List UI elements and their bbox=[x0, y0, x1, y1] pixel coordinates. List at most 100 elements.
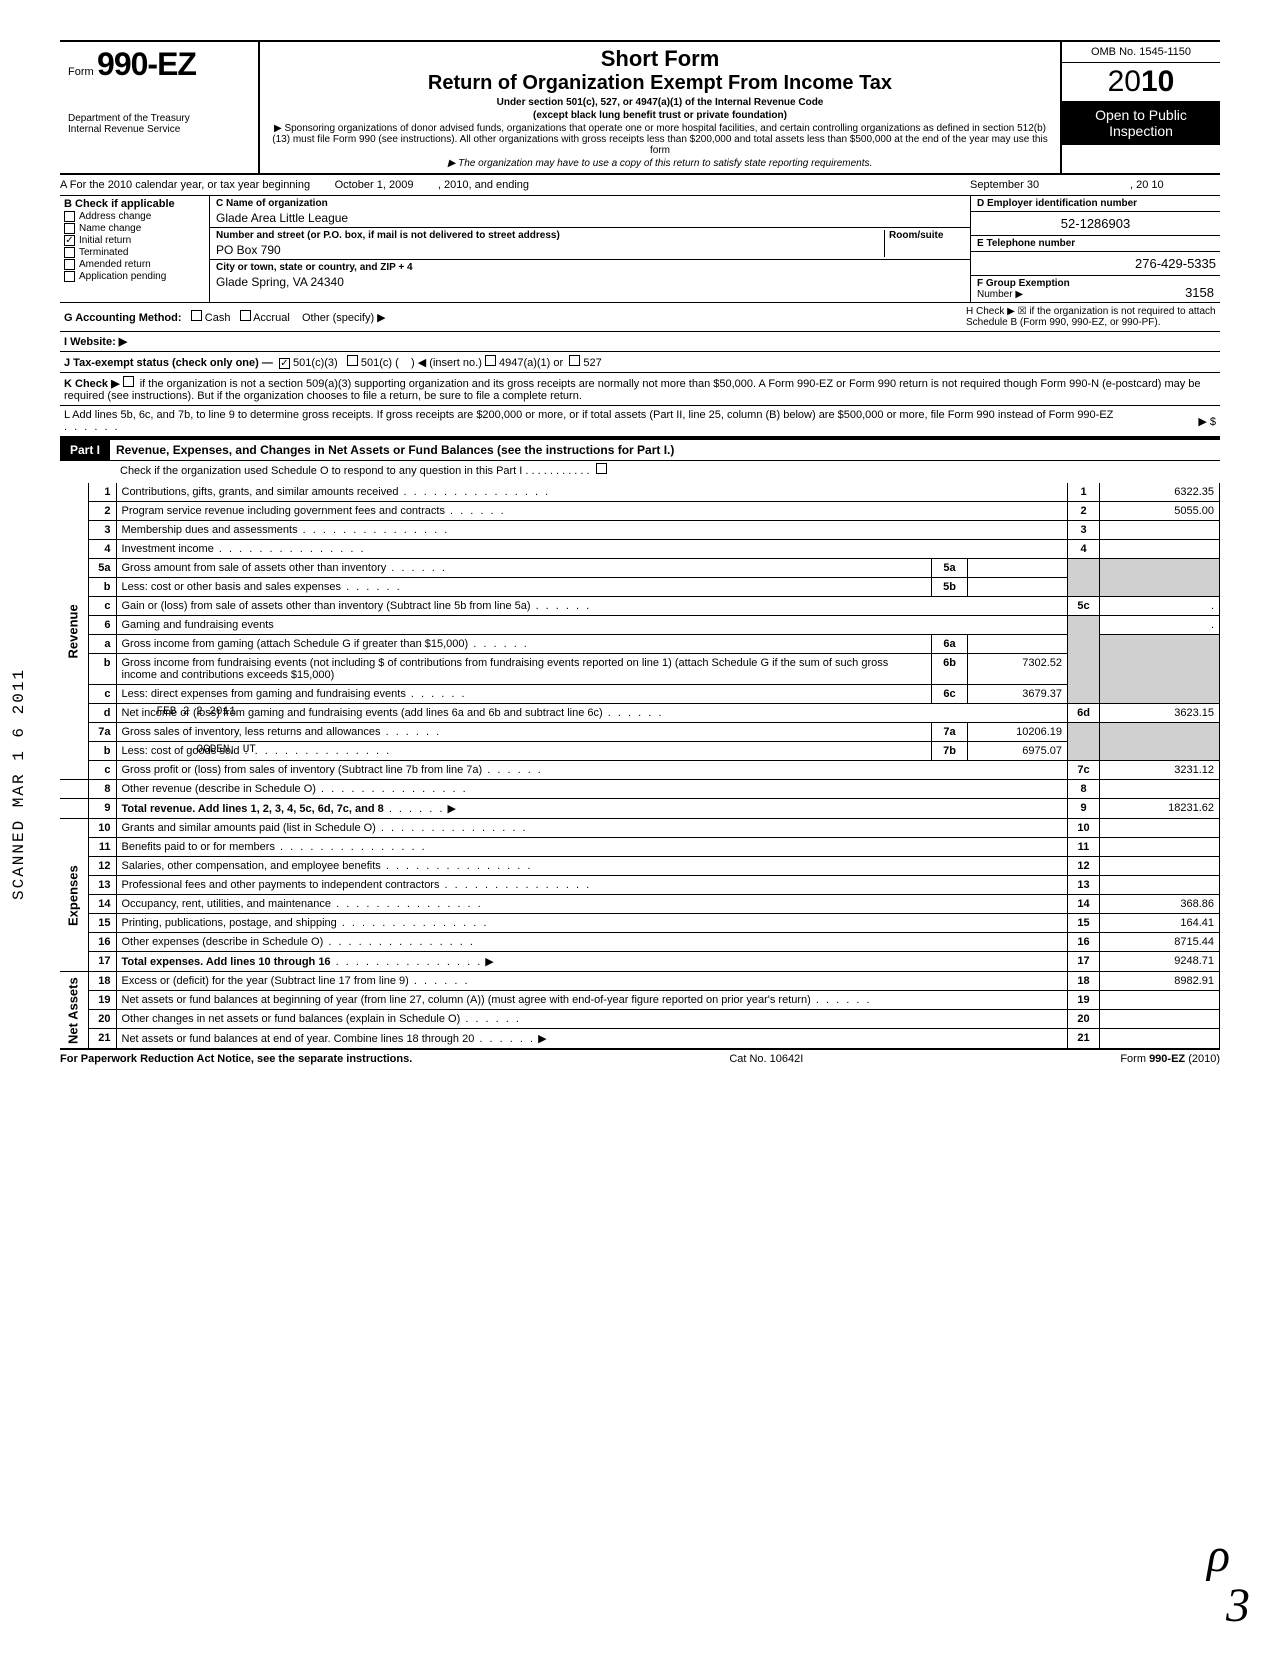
val-line4 bbox=[1100, 540, 1220, 559]
room-label: Room/suite bbox=[889, 230, 964, 241]
part1-header: Part I Revenue, Expenses, and Changes in… bbox=[60, 438, 1220, 461]
ein-value: 52-1286903 bbox=[971, 212, 1220, 236]
chk-amended[interactable] bbox=[64, 259, 75, 270]
val-line5a bbox=[968, 559, 1068, 578]
chk-501c[interactable] bbox=[347, 355, 358, 366]
org-city: Glade Spring, VA 24340 bbox=[216, 275, 964, 289]
chk-schedule-o[interactable] bbox=[596, 463, 607, 474]
chk-4947[interactable] bbox=[485, 355, 496, 366]
dept-treasury: Department of the Treasury bbox=[68, 113, 250, 124]
scanned-stamp: SCANNED MAR 1 6 2011 bbox=[10, 668, 28, 900]
header-note1: ▶ Sponsoring organizations of donor advi… bbox=[272, 123, 1048, 156]
val-line3 bbox=[1100, 521, 1220, 540]
val-line15: 164.41 bbox=[1100, 914, 1220, 933]
chk-name-change[interactable] bbox=[64, 223, 75, 234]
val-line21 bbox=[1100, 1029, 1220, 1049]
val-line7a: 10206.19 bbox=[968, 723, 1068, 742]
form-header: Form 990-EZ Department of the Treasury I… bbox=[60, 40, 1220, 175]
page-footer: For Paperwork Reduction Act Notice, see … bbox=[60, 1049, 1220, 1065]
form-prefix: Form bbox=[68, 66, 94, 78]
sidelabel-expenses: Expenses bbox=[60, 819, 88, 972]
hand-initial: ρ bbox=[1207, 1528, 1230, 1583]
year-end-year: , 20 10 bbox=[1130, 179, 1164, 191]
val-line14: 368.86 bbox=[1100, 895, 1220, 914]
row-l: L Add lines 5b, 6c, and 7b, to line 9 to… bbox=[60, 406, 1220, 438]
row-i-website: I Website: ▶ bbox=[60, 332, 1220, 352]
part1-table: Revenue 1 Contributions, gifts, grants, … bbox=[60, 483, 1220, 1049]
val-line7c: 3231.12 bbox=[1100, 761, 1220, 780]
open-to-public: Open to Public Inspection bbox=[1062, 101, 1220, 145]
col-c-org-info: C Name of organization Glade Area Little… bbox=[210, 196, 970, 302]
val-line2: 5055.00 bbox=[1100, 502, 1220, 521]
val-line18: 8982.91 bbox=[1100, 972, 1220, 991]
val-line9: 18231.62 bbox=[1100, 799, 1220, 819]
subtitle-except: (except black lung benefit trust or priv… bbox=[272, 110, 1048, 121]
val-line1: 6322.35 bbox=[1100, 483, 1220, 502]
group-exempt-label: F Group Exemption bbox=[977, 278, 1070, 289]
section-bcd: B Check if applicable Address change Nam… bbox=[60, 196, 1220, 303]
header-note2: ▶ The organization may have to use a cop… bbox=[272, 158, 1048, 169]
chk-527[interactable] bbox=[569, 355, 580, 366]
ein-label: D Employer identification number bbox=[971, 196, 1220, 212]
val-line11 bbox=[1100, 838, 1220, 857]
form-number: 990-EZ bbox=[97, 46, 196, 82]
val-line6b: 7302.52 bbox=[968, 654, 1068, 685]
form-right-block: OMB No. 1545-1150 2010 Open to Public In… bbox=[1060, 42, 1220, 173]
form-id-block: Form 990-EZ Department of the Treasury I… bbox=[60, 42, 260, 173]
val-line5b bbox=[968, 578, 1068, 597]
chk-cash[interactable] bbox=[191, 310, 202, 321]
part1-title: Revenue, Expenses, and Changes in Net As… bbox=[110, 440, 1220, 460]
group-exempt-value: 3158 bbox=[1185, 285, 1214, 300]
phone-label: E Telephone number bbox=[971, 236, 1220, 252]
org-name-label: C Name of organization bbox=[216, 198, 964, 209]
year-begin: October 1, 2009 bbox=[335, 179, 414, 191]
city-label: City or town, state or country, and ZIP … bbox=[216, 262, 964, 273]
col-b-header: B Check if applicable bbox=[64, 198, 205, 210]
subtitle-code: Under section 501(c), 527, or 4947(a)(1)… bbox=[272, 97, 1048, 108]
chk-k[interactable] bbox=[123, 376, 134, 387]
val-line6c: 3679.37 bbox=[968, 685, 1068, 704]
received-stamp-date: FEB 2 2 2011 bbox=[157, 706, 236, 718]
tax-year: 2010 bbox=[1062, 63, 1220, 101]
col-b-checkboxes: B Check if applicable Address change Nam… bbox=[60, 196, 210, 302]
col-d-ids: D Employer identification number 52-1286… bbox=[970, 196, 1220, 302]
chk-initial-return[interactable]: ✓ bbox=[64, 235, 75, 246]
row-k: K Check ▶ if the organization is not a s… bbox=[60, 373, 1220, 406]
row-g-accounting: G Accounting Method: Cash Accrual Other … bbox=[60, 303, 1220, 332]
val-line10 bbox=[1100, 819, 1220, 838]
val-line13 bbox=[1100, 876, 1220, 895]
addr-label: Number and street (or P.O. box, if mail … bbox=[216, 230, 884, 241]
dept-irs: Internal Revenue Service bbox=[68, 124, 250, 135]
title-return: Return of Organization Exempt From Incom… bbox=[272, 72, 1048, 95]
chk-accrual[interactable] bbox=[240, 310, 251, 321]
title-short-form: Short Form bbox=[272, 46, 1048, 72]
footer-paperwork: For Paperwork Reduction Act Notice, see … bbox=[60, 1053, 412, 1065]
val-line20 bbox=[1100, 1010, 1220, 1029]
phone-value: 276-429-5335 bbox=[971, 252, 1220, 276]
val-line19 bbox=[1100, 991, 1220, 1010]
val-line17: 9248.71 bbox=[1100, 952, 1220, 972]
form-title-block: Short Form Return of Organization Exempt… bbox=[260, 42, 1060, 173]
hand-page-number: 3 bbox=[1226, 1578, 1250, 1633]
received-stamp-loc: OGDEN, UT bbox=[197, 744, 256, 756]
part1-label: Part I bbox=[60, 440, 110, 460]
chk-terminated[interactable] bbox=[64, 247, 75, 258]
val-line16: 8715.44 bbox=[1100, 933, 1220, 952]
part1-subtitle: Check if the organization used Schedule … bbox=[60, 461, 1220, 483]
chk-501c3[interactable]: ✓ bbox=[279, 358, 290, 369]
val-line6d: 3623.15 bbox=[1100, 704, 1220, 723]
row-a-tax-year: A For the 2010 calendar year, or tax yea… bbox=[60, 175, 1220, 196]
group-exempt-label2: Number ▶ bbox=[977, 289, 1070, 300]
footer-formref: Form 990-EZ (2010) bbox=[1120, 1053, 1220, 1065]
chk-app-pending[interactable] bbox=[64, 271, 75, 282]
row-j-tax-status: J Tax-exempt status (check only one) — ✓… bbox=[60, 352, 1220, 373]
org-address: PO Box 790 bbox=[216, 243, 884, 257]
year-end-month: September 30 bbox=[970, 179, 1039, 191]
sidelabel-revenue: Revenue bbox=[60, 483, 88, 780]
chk-address-change[interactable] bbox=[64, 211, 75, 222]
val-line12 bbox=[1100, 857, 1220, 876]
row-h-schedule-b: H Check ▶ ☒ if the organization is not r… bbox=[966, 306, 1216, 328]
val-line8 bbox=[1100, 780, 1220, 799]
org-name: Glade Area Little League bbox=[216, 211, 964, 225]
omb-number: OMB No. 1545-1150 bbox=[1062, 42, 1220, 63]
